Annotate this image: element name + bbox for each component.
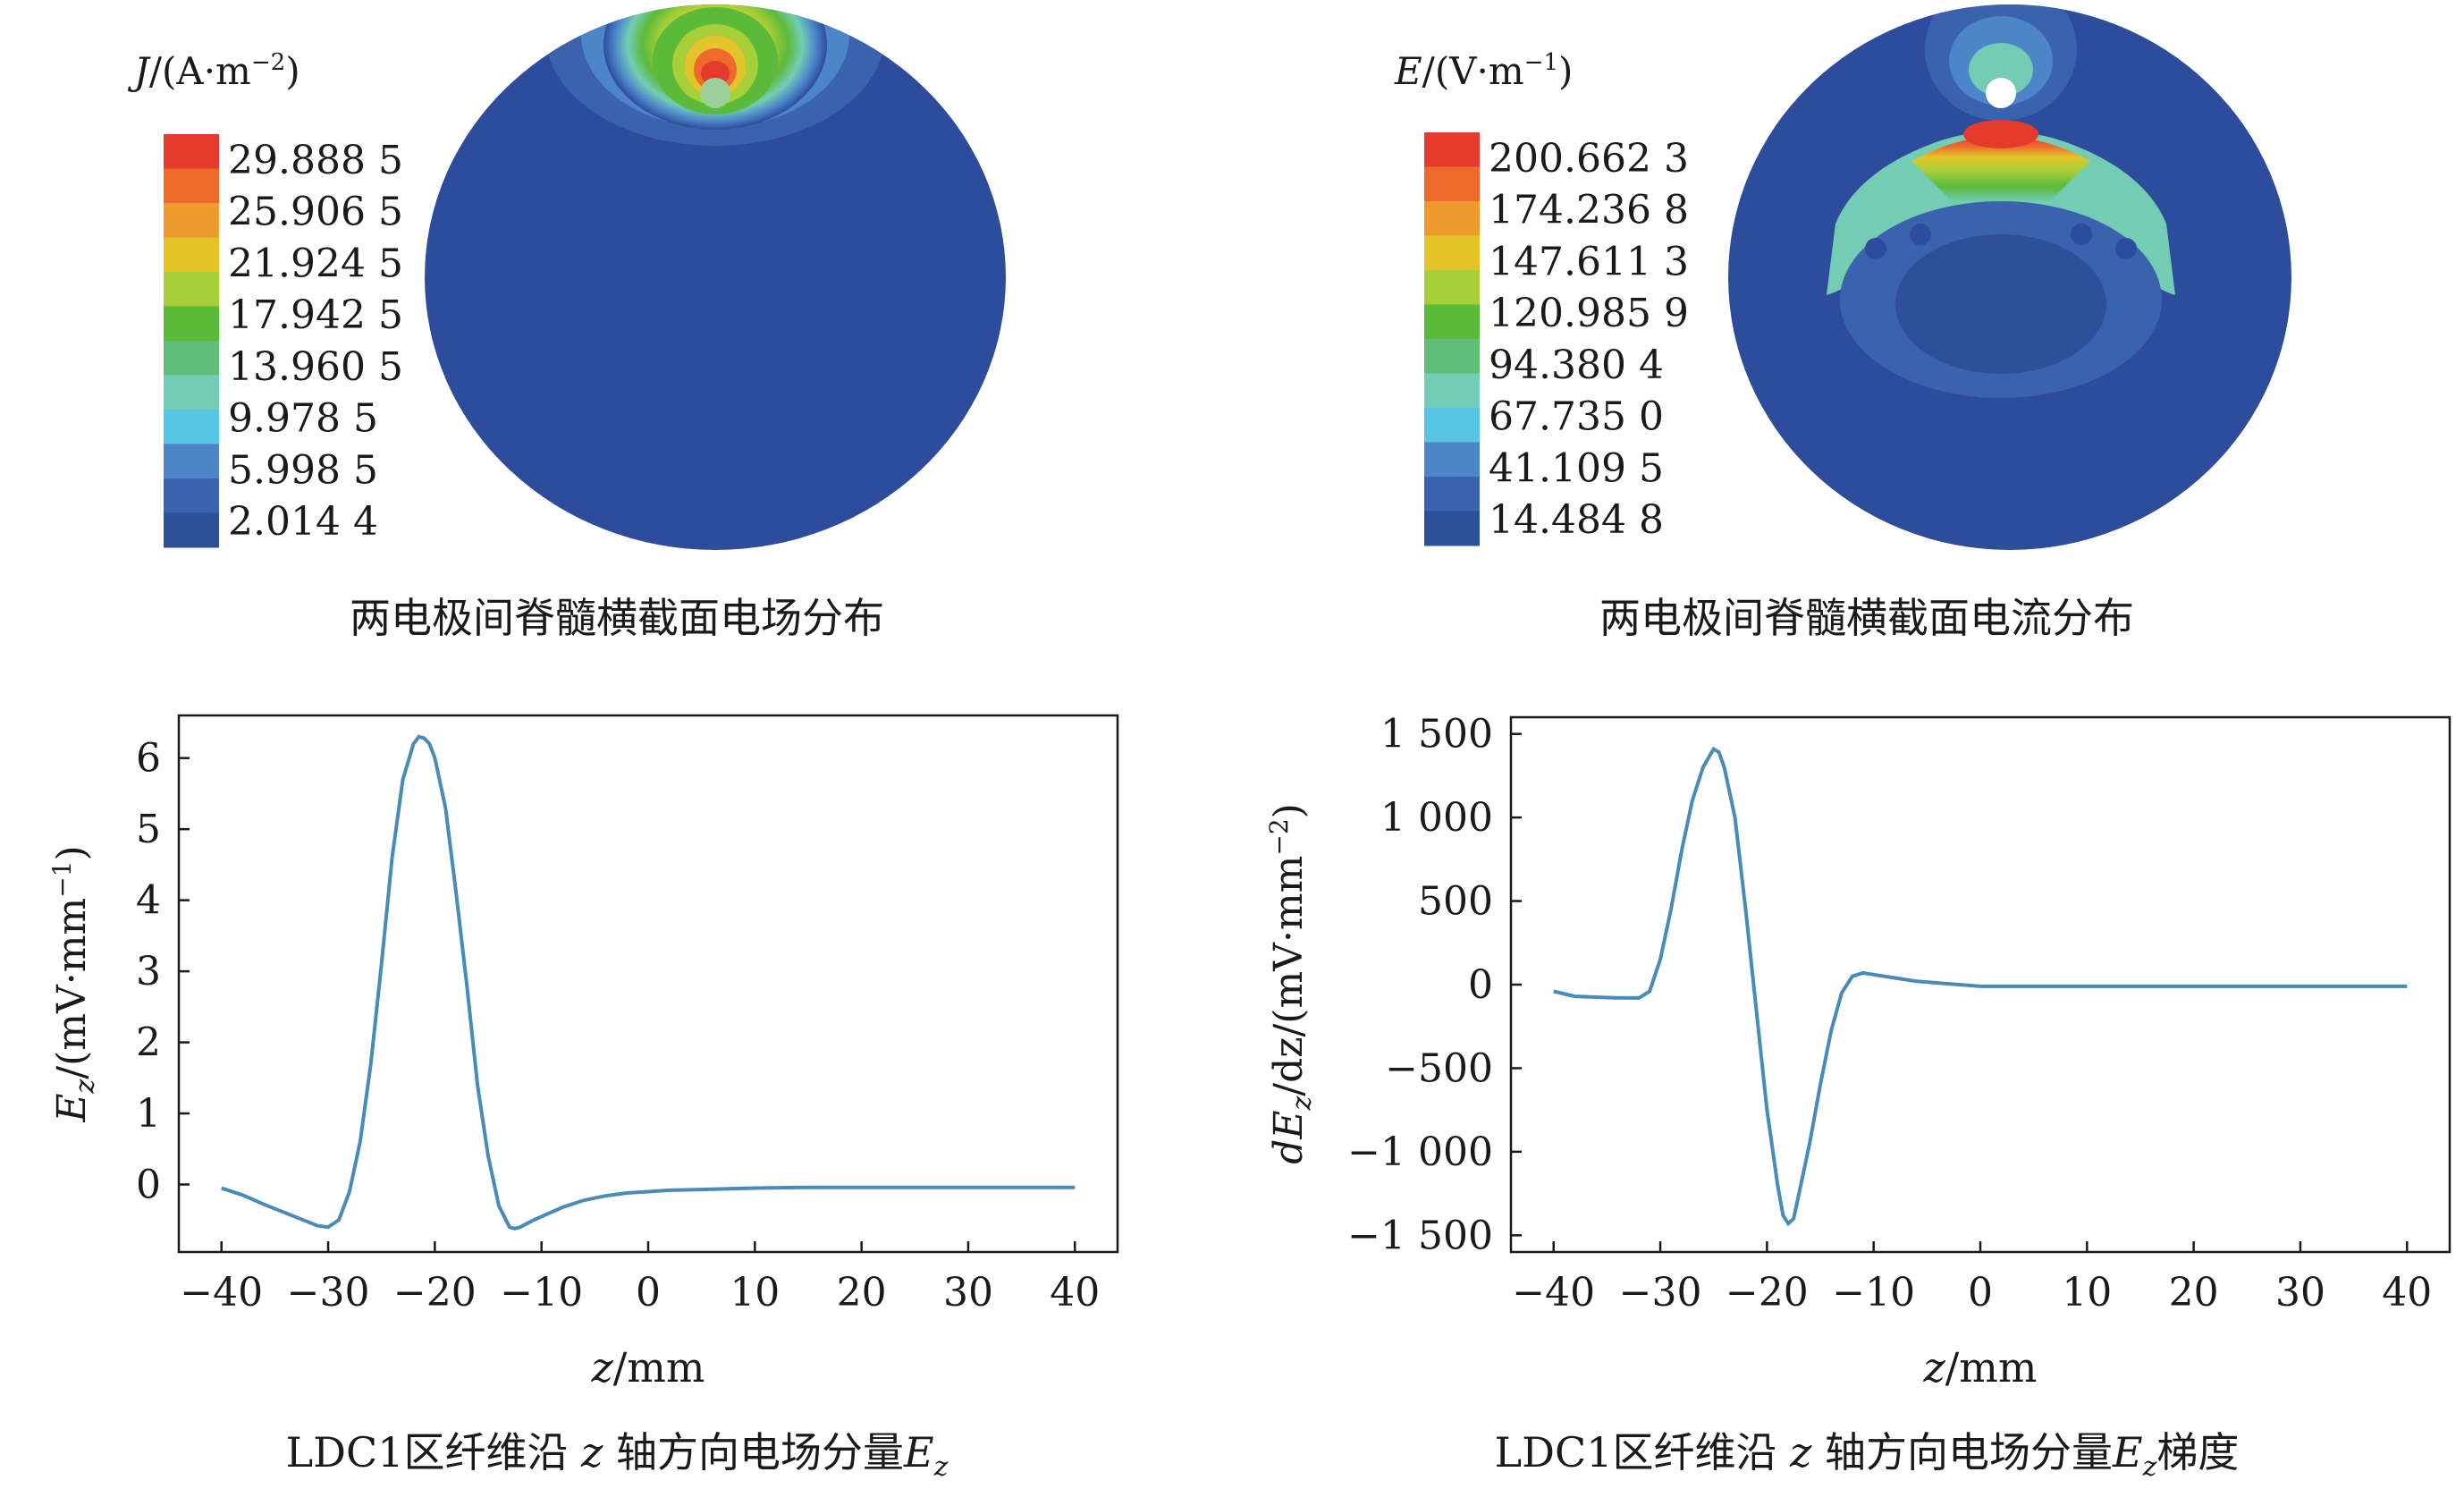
x-tick-label: −30 <box>1619 1270 1702 1316</box>
colorbar-level-label: 120.985 9 <box>1489 291 1689 336</box>
x-tick-label: −20 <box>393 1270 477 1316</box>
colorbar-cell <box>1424 132 1480 167</box>
x-axis-label: z/mm <box>591 1343 705 1392</box>
colorbar-level-label: 9.978 5 <box>228 396 378 442</box>
y-axis-label: Ez/(mV·mm−1) <box>47 845 101 1122</box>
colorbar-cell <box>1424 339 1480 374</box>
colorbar-cell <box>1424 408 1480 443</box>
y-tick-label: 3 <box>136 949 161 994</box>
colorbar-cell <box>164 410 219 444</box>
colorbar-level-label: 41.109 5 <box>1489 445 1664 491</box>
x-tick-label: 30 <box>2275 1270 2325 1316</box>
colorbar-level-label: 17.942 5 <box>228 292 403 338</box>
colorbar-cell <box>1424 442 1480 478</box>
contour-panel-e: E/(V·m−1) 200.662 3 174.236 8 147.611 3 120… <box>1394 4 2291 642</box>
colorbar-level-label: 2.014 4 <box>228 499 378 545</box>
caption-dez: LDC1区纤维沿 z 轴方向电场分量Ez梯度 <box>1495 1428 2240 1483</box>
colorbar-cell <box>1424 201 1480 236</box>
caption-e: 两电极间脊髓横截面电流分布 <box>1599 594 2134 642</box>
electrode-marker-e <box>1986 78 2016 108</box>
y-ticks: 1 500 1 000 500 0 −500 −1 000 −1 500 <box>1347 712 1522 1258</box>
colorbar-cell <box>164 134 219 169</box>
colorbar-cell <box>1424 166 1480 202</box>
x-tick-label: −10 <box>500 1270 583 1316</box>
colorbar-cell <box>1424 511 1480 546</box>
y-tick-label: 6 <box>136 736 161 782</box>
y-tick-label: 0 <box>136 1163 161 1208</box>
colorbar-cell <box>1424 270 1480 305</box>
y-ticks: 0 1 2 3 4 5 6 <box>136 736 190 1208</box>
series-line <box>221 734 1076 1231</box>
colorbar-level-label: 174.236 8 <box>1489 188 1689 233</box>
spinal-cross-section-e <box>1728 4 2291 550</box>
line-plot-ez: −40 −30 −20 −10 0 10 20 30 40 0 1 2 3 4 5 6 z/mm Ez/(m… <box>47 714 1119 1483</box>
x-tick-label: 10 <box>2062 1270 2112 1316</box>
colorbar-level-label: 29.888 5 <box>228 138 403 183</box>
colorbar-cell <box>164 512 219 548</box>
x-axis-label: z/mm <box>1923 1343 2038 1392</box>
x-tick-label: 10 <box>730 1270 780 1316</box>
caption-ez: LDC1区纤维沿 z 轴方向电场分量Ez <box>286 1428 949 1483</box>
y-tick-label: 2 <box>136 1020 161 1066</box>
colorbar-cell <box>164 168 219 204</box>
colorbar-e: 200.662 3 174.236 8 147.611 3 120.985 9 94.3… <box>1424 132 1689 546</box>
y-tick-label: −500 <box>1385 1045 1493 1091</box>
x-tick-label: −40 <box>180 1270 263 1316</box>
colorbar-level-label: 25.906 5 <box>228 190 403 235</box>
colorbar-cell <box>1424 235 1480 271</box>
colorbar-level-label: 94.380 4 <box>1489 343 1664 388</box>
colorbar-level-label: 13.960 5 <box>228 344 403 390</box>
colorbar-cell <box>164 306 219 342</box>
caption-j: 两电极间脊髓横截面电场分布 <box>350 594 884 642</box>
colorbar-cell <box>1424 477 1480 512</box>
colorbar-cell <box>164 272 219 307</box>
colorbar-cell <box>164 203 219 238</box>
y-tick-label: 1 <box>136 1091 161 1137</box>
colorbar-cell <box>164 444 219 479</box>
y-tick-label: 1 500 <box>1380 712 1493 757</box>
y-tick-label: 4 <box>136 878 161 924</box>
colorbar-level-label: 14.484 8 <box>1489 497 1664 543</box>
colorbar-level-label: 5.998 5 <box>228 447 378 493</box>
x-tick-label: 0 <box>1968 1270 1993 1316</box>
colorbar-cell <box>164 341 219 376</box>
x-tick-label: −40 <box>1512 1270 1595 1316</box>
colorbar-level-label: 147.611 3 <box>1489 239 1689 284</box>
colorbar-level-label: 67.735 0 <box>1489 394 1664 440</box>
contour-panel-j: J/(A·m−2) 29.888 5 25.906 5 21.924 5 17.942… <box>127 4 1006 642</box>
colorbar-level-label: 200.662 3 <box>1489 136 1689 182</box>
y-tick-label: 500 <box>1418 879 1493 925</box>
colorbar-cell <box>164 375 219 410</box>
colorbar-cell <box>164 237 219 273</box>
y-tick-label: −1 000 <box>1347 1129 1493 1175</box>
colorbar-title-j: J/(A·m−2) <box>127 49 300 93</box>
colorbar-title-e: E/(V·m−1) <box>1394 49 1573 93</box>
y-tick-label: 5 <box>136 807 161 852</box>
electrode-marker-j <box>700 78 730 108</box>
x-tick-label: −20 <box>1726 1270 1809 1316</box>
line-plot-dez: −40 −30 −20 −10 0 10 20 30 40 1 500 1 000 500 0 −500… <box>1264 712 2451 1483</box>
x-tick-label: 0 <box>636 1270 661 1316</box>
spinal-cross-section-j <box>425 4 1006 550</box>
colorbar-cell <box>1424 373 1480 409</box>
x-tick-label: 20 <box>2169 1270 2219 1316</box>
x-tick-label: 40 <box>1050 1270 1100 1316</box>
colorbar-j: 29.888 5 25.906 5 21.924 5 17.942 5 13.960 5… <box>164 134 403 548</box>
colorbar-cell <box>164 478 219 513</box>
x-tick-label: 30 <box>943 1270 993 1316</box>
y-tick-label: 1 000 <box>1380 795 1493 841</box>
x-ticks: −40 −30 −20 −10 0 10 20 30 40 <box>1512 1241 2432 1316</box>
x-tick-label: 20 <box>837 1270 887 1316</box>
x-ticks: −40 −30 −20 −10 0 10 20 30 40 <box>180 1241 1100 1316</box>
y-tick-label: −1 500 <box>1347 1213 1493 1258</box>
x-tick-label: −30 <box>287 1270 370 1316</box>
colorbar-cell <box>1424 304 1480 340</box>
y-tick-label: 0 <box>1468 962 1493 1008</box>
series-line <box>1553 746 2408 1227</box>
colorbar-level-label: 21.924 5 <box>228 241 403 286</box>
y-axis-label: dEz/dz/(mV·mm−2) <box>1264 803 1318 1164</box>
x-tick-label: −10 <box>1832 1270 1915 1316</box>
plot-frame <box>177 714 1119 1254</box>
x-tick-label: 40 <box>2382 1270 2432 1316</box>
